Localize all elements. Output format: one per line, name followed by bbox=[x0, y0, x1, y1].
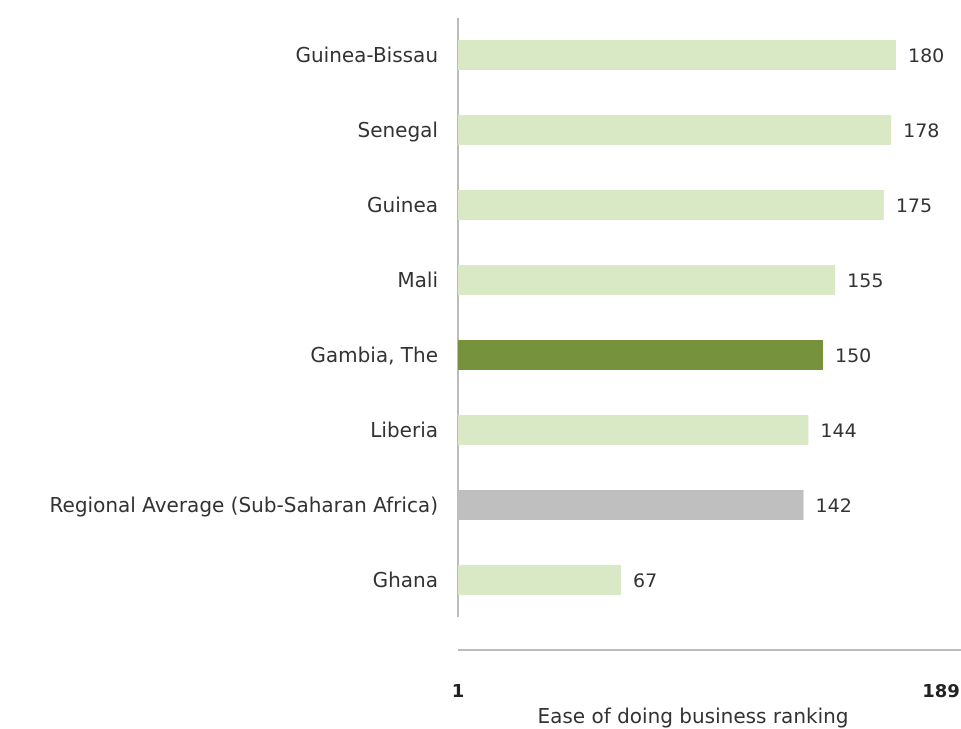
value-label-ghana: 67 bbox=[633, 570, 657, 592]
category-label-guinea: Guinea bbox=[367, 193, 438, 217]
bar-guinea bbox=[458, 190, 884, 220]
bar-gambia-the bbox=[458, 340, 823, 370]
value-label-guinea: 175 bbox=[896, 195, 932, 217]
bars-layer: Guinea-Bissau 180 Senegal 178 Guinea 175 Mali 1… bbox=[50, 40, 944, 595]
axis-min-label: 1 bbox=[452, 681, 465, 702]
value-label-liberia: 144 bbox=[820, 420, 856, 442]
axis-max-label: 189 bbox=[922, 681, 960, 702]
bar-liberia bbox=[458, 415, 809, 445]
category-label-liberia: Liberia bbox=[370, 418, 438, 442]
bar-regional-average-sub-saharan-africa bbox=[458, 490, 804, 520]
value-label-mali: 155 bbox=[847, 270, 883, 292]
x-axis-title: Ease of doing business ranking bbox=[537, 704, 848, 728]
category-label-senegal: Senegal bbox=[358, 118, 439, 142]
bar-mali bbox=[458, 265, 836, 295]
category-label-regional-average-sub-saharan-africa: Regional Average (Sub-Saharan Africa) bbox=[50, 493, 438, 517]
value-label-gambia-the: 150 bbox=[835, 345, 871, 367]
bar-ghana bbox=[458, 565, 622, 595]
category-label-mali: Mali bbox=[397, 268, 438, 292]
value-label-guinea-bissau: 180 bbox=[908, 45, 944, 67]
bar-senegal bbox=[458, 115, 892, 145]
category-label-guinea-bissau: Guinea-Bissau bbox=[295, 43, 438, 67]
bar-guinea-bissau bbox=[458, 40, 896, 70]
value-label-regional-average-sub-saharan-africa: 142 bbox=[816, 495, 852, 517]
category-label-ghana: Ghana bbox=[373, 568, 438, 592]
value-label-senegal: 178 bbox=[903, 120, 939, 142]
category-label-gambia-the: Gambia, The bbox=[310, 343, 438, 367]
